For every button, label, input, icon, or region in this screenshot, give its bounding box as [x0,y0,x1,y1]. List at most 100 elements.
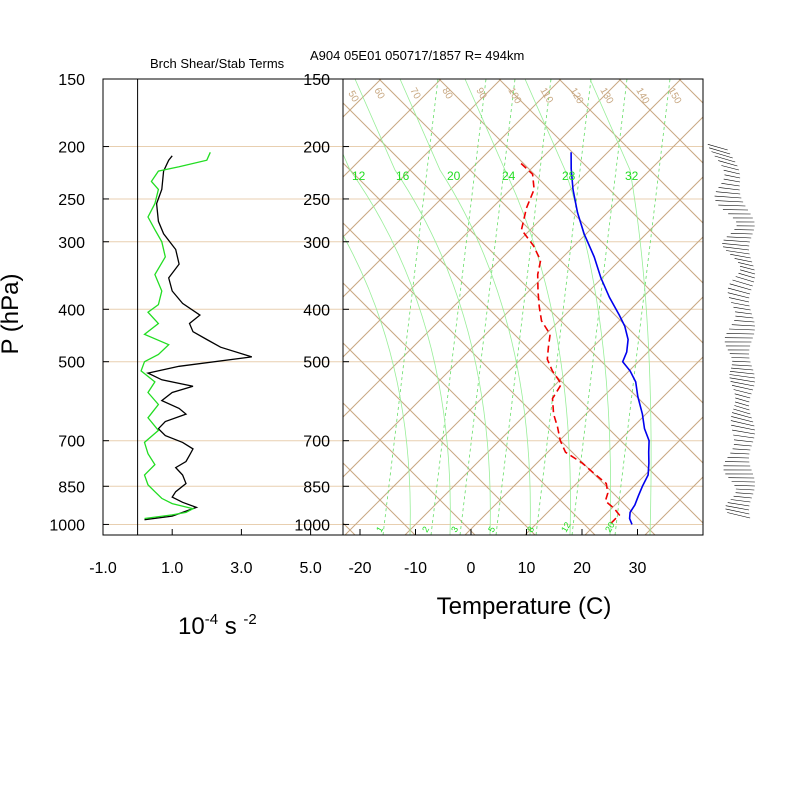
skewt-series-group [520,152,650,525]
wind-barb [727,457,750,459]
wind-barb [733,439,754,443]
moist-adiabat-line [524,79,612,535]
left-y-tick-label: 850 [58,479,85,496]
skewt-x-ticks: -20 -10 0 10 20 30 [348,529,647,577]
skewt-x-tick-label: 30 [629,560,647,577]
wind-barb [728,328,755,331]
wind-barb [733,495,752,499]
isotherm-label: 110 [537,86,555,106]
wind-barb [739,265,755,271]
moist-adiabat-line [343,234,411,535]
isotherm-line [644,476,703,535]
isotherm-label: 150 [665,86,683,106]
dry-adiabat-line [343,102,703,464]
isotherm-line [524,356,703,535]
isotherm-line [343,79,502,238]
wind-barb [733,444,752,447]
wind-barb [734,393,751,399]
mixing-ratio-line [614,79,671,535]
wind-barb [734,320,755,323]
wind-barb [714,155,736,163]
dry-adiabat-line [343,522,356,535]
isotherm-line [760,40,800,600]
mixing-ratio-label: 5 [486,525,497,534]
theta-e-label: 20 [447,169,461,183]
theta-e-label: 12 [352,169,366,183]
left-series-group [140,152,252,521]
skewt-background-lines [0,40,800,600]
left-x-tick-label: 3.0 [230,560,252,577]
skewt-y-tick-label: 700 [303,434,330,451]
isotherm-label: 90 [473,86,488,102]
mixing-ratio-label: 20 [603,520,617,534]
isotherm-line [584,416,703,535]
mixing-ratio-label: 12 [559,520,573,534]
wind-barb [722,243,750,247]
isotherm-label: 80 [439,86,454,102]
wind-barb [723,169,740,175]
skewt-x-tick-label: -10 [404,560,427,577]
wind-barb [718,160,738,167]
isotherm-label: 140 [633,86,651,106]
left-y-tick-label: 500 [58,355,85,372]
wind-barb [731,416,754,423]
wind-barb [733,408,751,415]
theta-e-label: 24 [502,169,516,183]
skewt-x-tick-label: 0 [467,560,476,577]
wind-barb [730,381,755,387]
wind-barb [723,239,750,243]
skewt-y-tick-label: 250 [303,192,330,209]
dewpoint-profile-line [520,162,621,525]
wind-barb [731,357,750,359]
wind-barb [735,492,754,495]
dry-adiabat-line [343,222,656,535]
wind-barb [728,297,750,303]
isotherm-line [344,176,703,535]
wind-barbs [707,144,756,519]
isotherm-line [700,40,800,600]
wind-barb [709,147,731,155]
wind-barb [730,499,751,503]
wind-barb [738,262,754,267]
wind-barb [714,195,742,199]
theta-e-label: 28 [562,169,576,183]
left-y-tick-label: 150 [58,72,85,89]
left-panel-title: Brch Shear/Stab Terms [150,56,285,71]
wind-barb [727,502,750,507]
left-x-axis-label: 10-4 s -2 [178,611,257,640]
wind-barb [731,302,750,307]
left-x-tick-label: 5.0 [299,560,321,577]
skewt-y-tick-label: 500 [303,355,330,372]
dry-adiabat-line [498,79,703,284]
wind-barb [733,389,752,395]
isotherm-line [0,40,360,600]
wind-barb [725,505,750,511]
left-y-tick-label: 200 [58,140,85,157]
wind-barb [732,279,753,287]
dry-adiabat-line [700,40,800,600]
mixing-ratio-line [382,79,439,535]
isotherm-line [343,79,442,178]
wind-barb [731,364,752,367]
skewt-x-axis-label: Temperature (C) [437,593,612,620]
wind-barb [732,360,751,363]
dry-adiabat-line [438,79,703,344]
dry-adiabat-line [0,40,180,600]
moist-adiabat-line [464,79,571,535]
wind-barb [715,200,744,203]
wind-barb [724,174,741,179]
isotherm-label: 100 [505,86,523,106]
isotherm-label: 60 [371,86,386,102]
wind-barb [729,374,755,379]
wind-barb [731,424,755,431]
left-y-tick-label: 300 [58,235,85,252]
skew-t-panel: A904 05E01 050717/1857 R= 494km 50 60 70 80… [0,40,800,620]
isotherm-label: 130 [597,86,615,106]
left-series-line-1 [144,155,252,521]
mixing-ratio-line [495,79,552,535]
dry-adiabat-line [618,79,703,164]
skewt-y-tick-label: 850 [303,479,330,496]
wind-barb [725,508,750,515]
wind-barb [731,324,756,327]
